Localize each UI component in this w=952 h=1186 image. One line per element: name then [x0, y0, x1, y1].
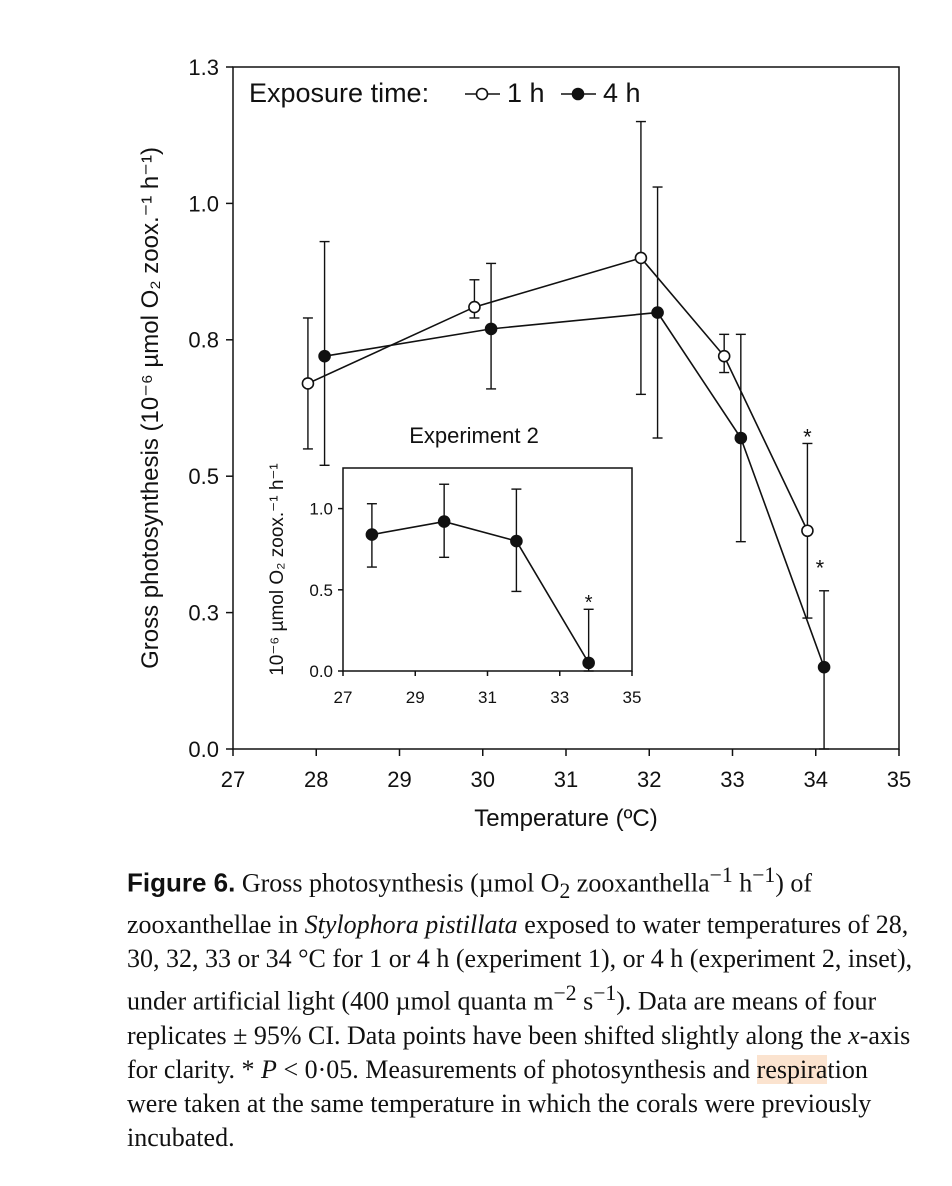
x-axis-label: Temperature (ºC): [474, 805, 657, 832]
data-point: [468, 300, 481, 314]
y-tick-label: 0.3: [188, 601, 219, 626]
x-tick-label: 33: [720, 767, 744, 792]
series-line: [371, 520, 590, 664]
legend-label-1h: 1 h: [507, 78, 545, 108]
legend-marker-4h: [571, 87, 585, 101]
inset-title: Experiment 2: [409, 423, 539, 448]
x-tick-label: 34: [804, 767, 828, 792]
data-point: [365, 528, 379, 541]
data-point: [801, 524, 814, 538]
x-tick-label: 35: [623, 688, 642, 707]
y-axis-label: Gross photosynthesis (10⁻⁶ µmol O₂ zoox.…: [137, 147, 164, 669]
caption-text: exposed to water temperatures of 28, 30,…: [127, 909, 913, 1016]
caption-species: Stylophora pistillata: [304, 909, 518, 939]
caption-text: ) of zooxanthellae in: [127, 868, 813, 939]
caption-text: < 0·05. Measurements of photosynthesis a…: [276, 1054, 757, 1084]
caption-text: ). Data are means of four replicates ± 9…: [127, 986, 877, 1050]
legend-title: Exposure time:: [249, 78, 429, 108]
caption-text: Gross photosynthesis (µmol O: [235, 868, 560, 898]
main-plot: 27 28 29 30 31 32 33 34 35 0.0 0.3 0.5 0.8 1.0 1.3 Temp…: [137, 55, 911, 832]
data-point: [634, 251, 648, 265]
data-point: [734, 431, 748, 445]
data-point: [717, 349, 731, 363]
inset-plot: 27 29 31 33 35 0.0 0.5 1.0 10⁻⁶ µmol O₂ zoox.⁻¹ …: [267, 423, 641, 707]
legend: Exposure time: 1 h 4 h: [249, 78, 641, 108]
caption-text: zooxanthella: [570, 868, 710, 898]
caption-lead: Figure 6.: [127, 867, 236, 898]
x-tick-label: 30: [471, 767, 495, 792]
caption-highlight: respira: [756, 1054, 828, 1084]
caption-text: s: [576, 986, 594, 1016]
y-tick-label: 0.5: [188, 464, 219, 489]
y-axis-label: 10⁻⁶ µmol O₂ zoox.⁻¹ h⁻¹: [267, 463, 288, 676]
caption-text: tion were taken at the same temperature …: [127, 1054, 872, 1152]
caption-x: x: [848, 1020, 860, 1050]
caption-sup: −1: [709, 863, 733, 887]
series-0: [365, 483, 595, 672]
significance-marker: *: [585, 592, 593, 614]
x-tick-label: 32: [637, 767, 661, 792]
y-tick-label: 0.5: [309, 581, 333, 600]
series-4h: [318, 186, 831, 750]
figure-caption: Figure 6. Gross photosynthesis (µmol O2 …: [127, 858, 917, 1155]
x-tick-label: 29: [406, 688, 425, 707]
data-point: [484, 322, 498, 336]
significance-marker: *: [803, 425, 812, 450]
caption-sup: −1: [593, 980, 617, 1005]
data-point: [301, 377, 315, 390]
data-point: [510, 534, 523, 548]
data-point: [582, 656, 595, 670]
figure-chart: 27 28 29 30 31 32 33 34 35 0.0 0.3 0.5 0.8 1.0 1.3 Temp…: [137, 55, 911, 832]
x-tick-label: 33: [550, 688, 569, 707]
x-tick-label: 27: [221, 767, 245, 792]
series-1h: [301, 120, 814, 619]
x-tick-label: 31: [478, 688, 497, 707]
data-point: [651, 306, 664, 319]
x-tick-label: 29: [387, 767, 411, 792]
y-tick-label: 0.0: [188, 737, 219, 762]
data-point: [318, 349, 331, 363]
significance-marker: *: [816, 556, 825, 581]
x-tick-label: 35: [887, 767, 911, 792]
legend-label-4h: 4 h: [603, 78, 641, 108]
y-tick-label: 1.0: [309, 500, 333, 519]
y-tick-label: 0.8: [188, 328, 219, 353]
legend-marker-1h: [475, 87, 489, 101]
caption-sub: 2: [559, 878, 571, 903]
x-tick-label: 31: [554, 767, 578, 792]
inset-plot-frame: [342, 467, 633, 672]
caption-text: h: [732, 868, 753, 898]
caption-text: -axis for clarity. *: [127, 1020, 911, 1084]
data-point: [817, 660, 831, 674]
data-point: [437, 515, 451, 528]
x-tick-label: 27: [334, 688, 353, 707]
y-tick-label: 1.3: [188, 55, 219, 80]
caption-sup: −2: [553, 980, 577, 1005]
x-tick-label: 28: [304, 767, 328, 792]
y-tick-label: 0.0: [309, 662, 333, 681]
caption-p: P: [261, 1054, 277, 1084]
y-tick-label: 1.0: [188, 191, 219, 216]
caption-sup: −1: [752, 863, 776, 887]
